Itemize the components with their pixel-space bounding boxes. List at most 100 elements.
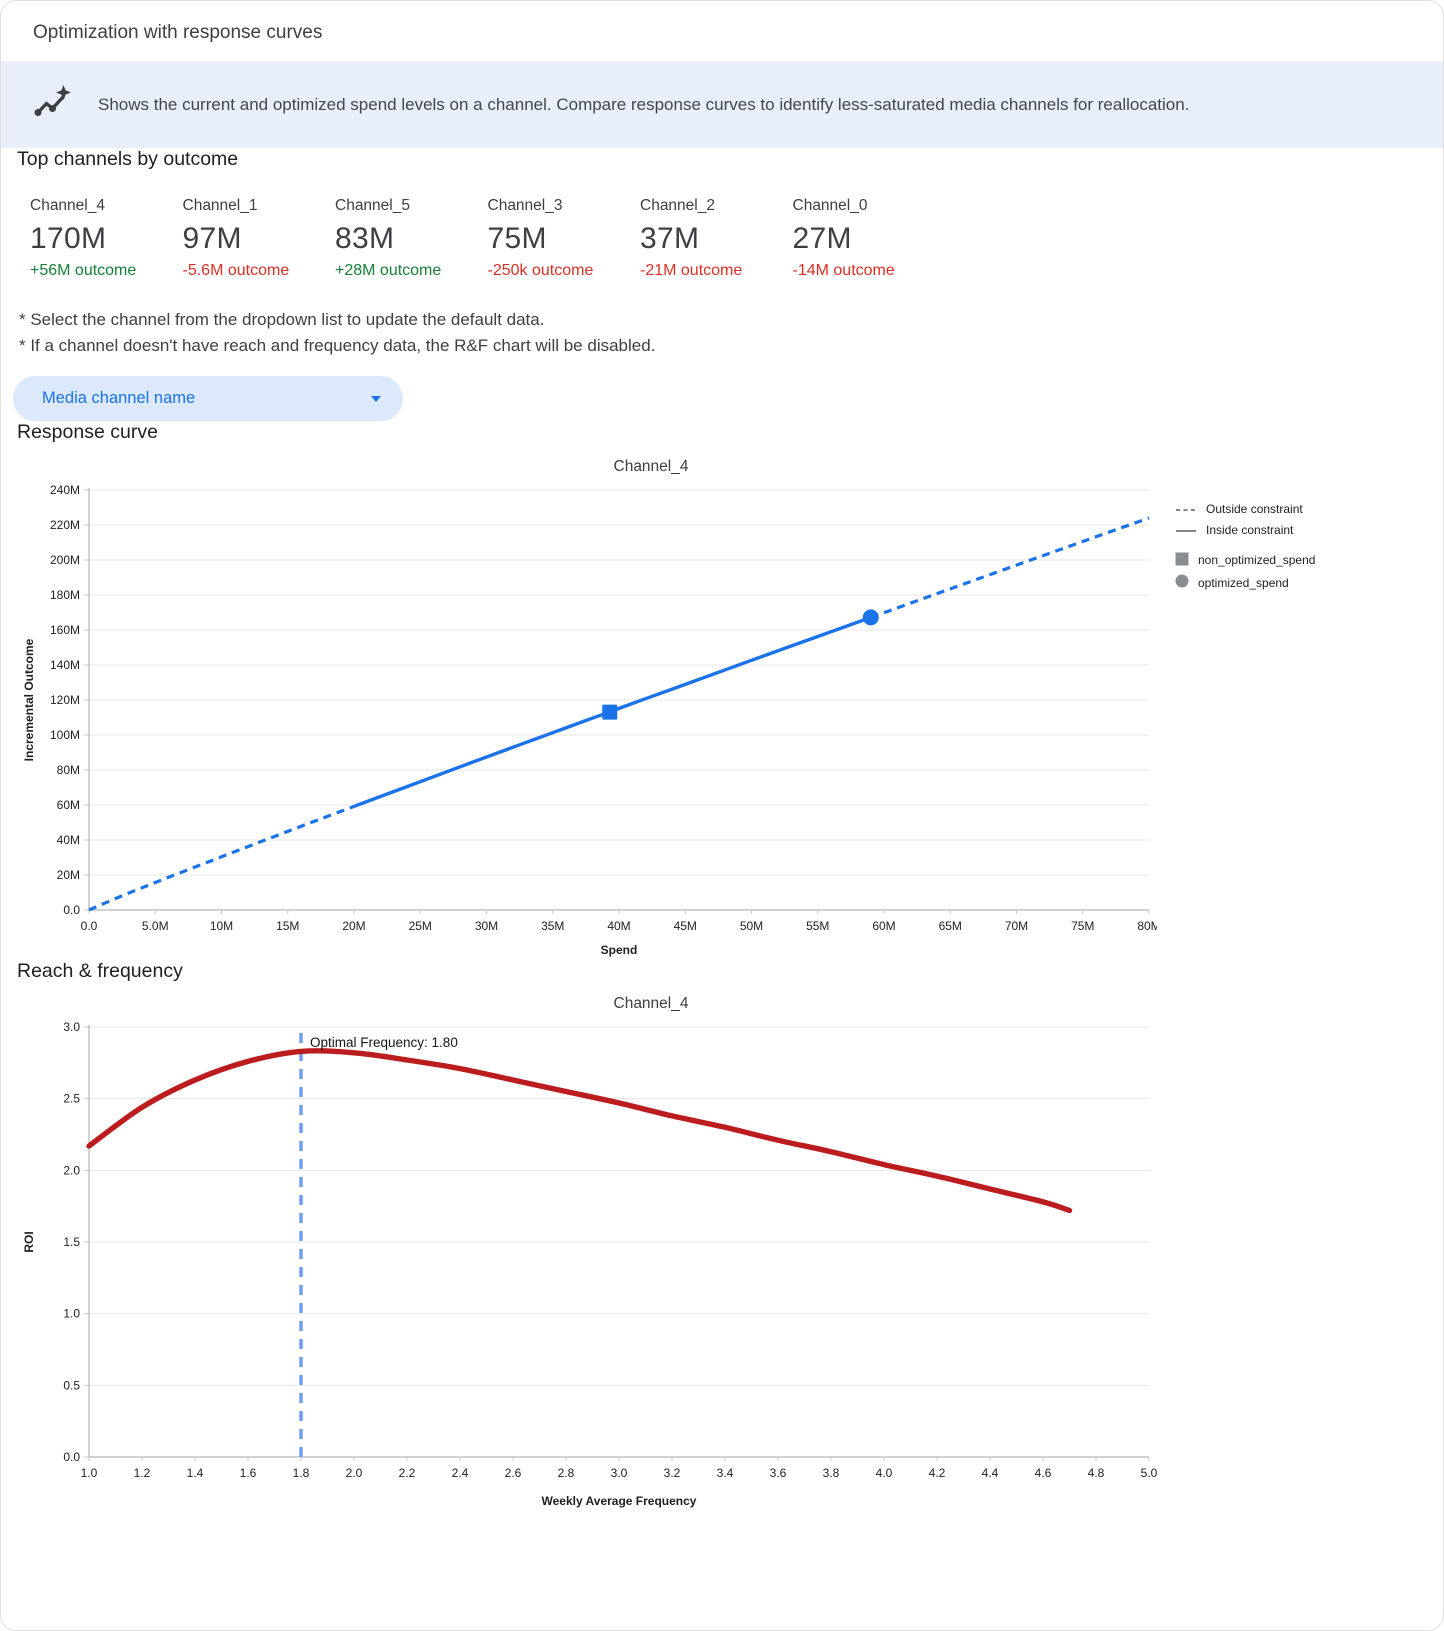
- svg-text:3.8: 3.8: [823, 1466, 840, 1480]
- svg-text:75M: 75M: [1071, 919, 1094, 933]
- channel-value: 75M: [487, 222, 547, 255]
- svg-text:35M: 35M: [541, 919, 564, 933]
- reach-frequency-heading: Reach & frequency: [17, 960, 183, 982]
- svg-text:25M: 25M: [409, 919, 432, 933]
- svg-text:60M: 60M: [872, 919, 895, 933]
- svg-text:80M: 80M: [1137, 919, 1157, 933]
- svg-text:Incremental Outcome: Incremental Outcome: [22, 638, 36, 761]
- svg-text:80M: 80M: [57, 763, 80, 777]
- channel-name: Channel_5: [335, 197, 410, 214]
- response-curve-block: Channel_4 0.0 20M 40M 60M 80M 100M 120M 140M 160…: [17, 458, 1427, 960]
- svg-text:Spend: Spend: [601, 943, 638, 957]
- channel-card: Channel_0 27M -14M outcome: [793, 197, 946, 280]
- dropdown-label: Media channel name: [42, 389, 196, 407]
- svg-text:3.2: 3.2: [664, 1466, 681, 1480]
- legend-square-swatch: [1175, 552, 1189, 569]
- legend-item: optimized_spend: [1175, 572, 1365, 593]
- svg-text:20M: 20M: [57, 868, 80, 882]
- channel-value: 37M: [640, 222, 700, 255]
- channel-value: 83M: [335, 222, 395, 255]
- svg-text:2.6: 2.6: [505, 1466, 522, 1480]
- channel-name: Channel_0: [792, 197, 868, 214]
- svg-text:240M: 240M: [50, 483, 80, 497]
- svg-text:3.0: 3.0: [611, 1466, 628, 1480]
- channel-value: 170M: [30, 222, 107, 255]
- optimal-frequency-annotation: Optimal Frequency: 1.80: [310, 1035, 458, 1050]
- svg-text:70M: 70M: [1005, 919, 1028, 933]
- legend-line-swatch: [1175, 523, 1197, 537]
- legend-circle-swatch: [1175, 574, 1189, 591]
- svg-text:2.4: 2.4: [452, 1466, 469, 1480]
- svg-text:3.6: 3.6: [770, 1466, 787, 1480]
- svg-text:55M: 55M: [806, 919, 829, 933]
- response-curve-chart: 0.0 20M 40M 60M 80M 100M 120M 140M 160M 180M 200M 2…: [22, 483, 1157, 957]
- channel-outcome: +28M outcome: [335, 262, 442, 279]
- svg-text:1.0: 1.0: [81, 1466, 98, 1480]
- channel-name: Channel_2: [640, 197, 715, 214]
- svg-text:2.5: 2.5: [63, 1092, 80, 1106]
- svg-text:1.5: 1.5: [63, 1235, 80, 1249]
- svg-text:15M: 15M: [276, 919, 299, 933]
- svg-text:Weekly Average Frequency: Weekly Average Frequency: [542, 1494, 697, 1508]
- legend-item: Inside constraint: [1175, 519, 1365, 540]
- content: Top channels by outcome Channel_4 170M +56…: [1, 148, 1443, 1532]
- svg-text:40M: 40M: [57, 833, 80, 847]
- svg-text:0.0: 0.0: [63, 903, 80, 917]
- svg-text:2.2: 2.2: [399, 1466, 416, 1480]
- svg-text:1.4: 1.4: [187, 1466, 204, 1480]
- channel-outcome: -5.6M outcome: [182, 262, 290, 279]
- legend-item: Outside constraint: [1175, 498, 1365, 519]
- channel-card: Channel_4 170M +56M outcome: [30, 197, 183, 280]
- chart-legend: Outside constraint Inside constraint non_o…: [1175, 498, 1365, 593]
- svg-text:120M: 120M: [50, 693, 80, 707]
- channel-name: Channel_1: [182, 197, 258, 214]
- svg-text:140M: 140M: [50, 658, 80, 672]
- svg-text:10M: 10M: [210, 919, 233, 933]
- channel-card: Channel_2 37M -21M outcome: [640, 197, 793, 280]
- channel-card: Channel_1 97M -5.6M outcome: [183, 197, 336, 280]
- svg-text:65M: 65M: [939, 919, 962, 933]
- svg-text:5.0: 5.0: [1141, 1466, 1157, 1480]
- top-channels-heading: Top channels by outcome: [17, 148, 239, 170]
- svg-text:3.4: 3.4: [717, 1466, 734, 1480]
- svg-text:4.6: 4.6: [1035, 1466, 1052, 1480]
- media-channel-dropdown[interactable]: Media channel name: [13, 376, 403, 421]
- svg-text:4.4: 4.4: [982, 1466, 999, 1480]
- svg-text:220M: 220M: [50, 518, 80, 532]
- insights-sparkline-icon: [33, 84, 71, 125]
- reach-frequency-block: Channel_4 0.0 0.5 1.0 1.5 2.0 2.5 3.0 1.0 1.2 1.4…: [17, 995, 1427, 1532]
- channel-card: Channel_3 75M -250k outcome: [488, 197, 641, 280]
- svg-text:30M: 30M: [475, 919, 498, 933]
- channel-card: Channel_5 83M +28M outcome: [335, 197, 488, 280]
- channel-outcome: +56M outcome: [30, 262, 137, 279]
- svg-text:2.0: 2.0: [346, 1466, 363, 1480]
- rf-chart-title: Channel_4: [613, 995, 689, 1012]
- svg-text:ROI: ROI: [22, 1231, 36, 1252]
- roi-curve: [86, 1048, 1073, 1214]
- response-curve-heading: Response curve: [17, 421, 158, 443]
- svg-text:50M: 50M: [740, 919, 763, 933]
- svg-text:4.8: 4.8: [1088, 1466, 1105, 1480]
- svg-text:4.0: 4.0: [876, 1466, 893, 1480]
- note-line: * If a channel doesn't have reach and fr…: [19, 335, 656, 355]
- optimized-spend-marker: [862, 609, 879, 626]
- legend-item: non_optimized_spend: [1175, 548, 1365, 572]
- svg-text:3.0: 3.0: [63, 1020, 80, 1034]
- legend-label: Outside constraint: [1206, 501, 1303, 516]
- reach-frequency-chart: 0.0 0.5 1.0 1.5 2.0 2.5 3.0 1.0 1.2 1.4 1.6 1.8 2.0 2…: [22, 1020, 1157, 1508]
- svg-text:45M: 45M: [674, 919, 697, 933]
- channel-value: 27M: [792, 222, 852, 255]
- svg-text:5.0M: 5.0M: [142, 919, 169, 933]
- response-chart-title: Channel_4: [613, 458, 689, 475]
- channel-name: Channel_3: [487, 197, 563, 214]
- channel-outcome: -21M outcome: [640, 262, 743, 279]
- svg-text:0.5: 0.5: [63, 1378, 80, 1392]
- svg-text:2.0: 2.0: [63, 1163, 80, 1177]
- legend-label: Inside constraint: [1206, 522, 1294, 537]
- caret-down-icon: [371, 395, 381, 402]
- channel-outcome: -14M outcome: [792, 262, 895, 279]
- info-banner: Shows the current and optimized spend le…: [1, 61, 1443, 148]
- svg-text:1.2: 1.2: [134, 1466, 151, 1480]
- svg-text:0.0: 0.0: [81, 919, 98, 933]
